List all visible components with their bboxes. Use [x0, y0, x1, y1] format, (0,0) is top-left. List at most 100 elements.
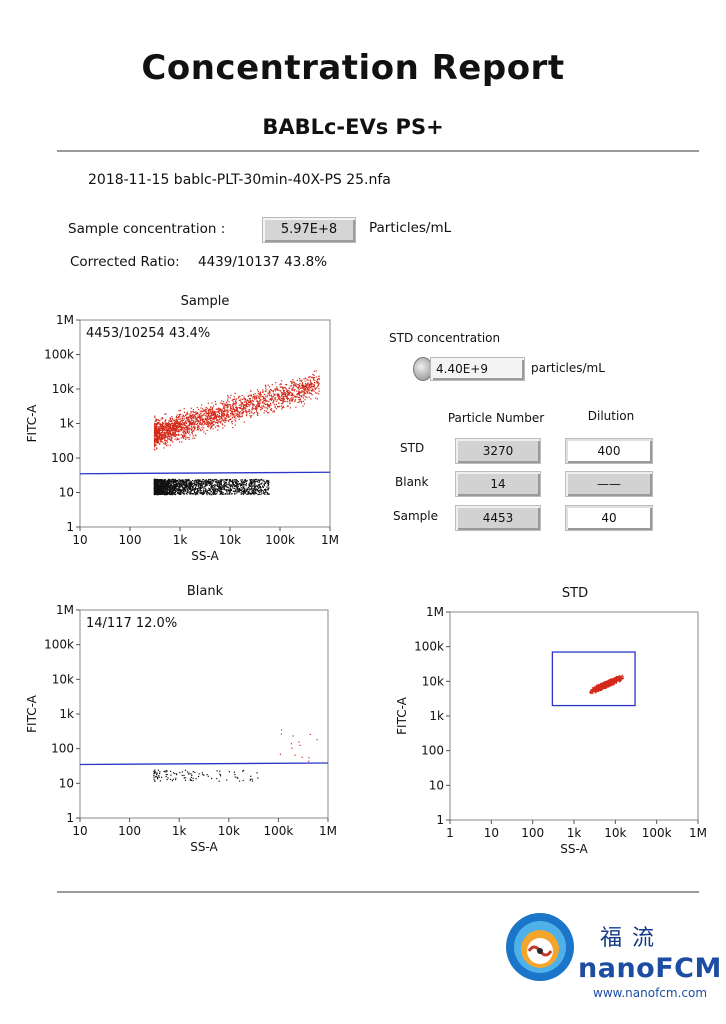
data-point — [264, 399, 266, 401]
data-point — [184, 427, 186, 429]
data-point — [243, 491, 246, 493]
data-point — [175, 416, 178, 418]
data-point — [300, 398, 302, 400]
data-point — [251, 780, 254, 782]
data-point — [266, 489, 268, 491]
data-point — [267, 489, 269, 491]
data-point — [174, 432, 176, 434]
data-point — [166, 770, 168, 772]
data-point — [236, 776, 238, 778]
data-point — [184, 779, 187, 781]
data-point — [174, 430, 176, 432]
data-point — [184, 486, 186, 489]
data-point — [195, 484, 197, 486]
data-point — [183, 416, 185, 418]
data-point — [309, 376, 311, 378]
data-point — [154, 492, 156, 494]
data-point — [159, 771, 161, 773]
data-point — [155, 419, 158, 421]
data-point — [194, 437, 196, 439]
data-point — [241, 403, 243, 405]
data-point — [262, 480, 264, 482]
data-point — [182, 423, 184, 425]
data-point — [162, 422, 164, 425]
data-point — [190, 481, 192, 483]
data-point — [161, 425, 164, 427]
data-point — [154, 432, 156, 434]
data-point — [191, 415, 193, 417]
data-point — [251, 399, 253, 401]
data-point — [182, 492, 184, 494]
data-point — [189, 493, 191, 495]
data-point — [212, 407, 214, 409]
data-point — [260, 489, 262, 491]
data-point — [249, 493, 251, 495]
data-point — [185, 422, 188, 425]
data-point — [299, 744, 301, 746]
data-point — [161, 484, 163, 486]
data-point — [194, 487, 196, 489]
data-point — [184, 420, 187, 422]
data-point — [265, 387, 267, 389]
data-point — [164, 493, 166, 495]
data-point — [197, 489, 200, 491]
data-point — [258, 403, 260, 405]
blank-scatter-plot: 10 100 1k 10k 100k 1M1101001k10k100k1MSS-AFIT… — [25, 603, 337, 854]
data-point — [205, 489, 207, 491]
data-point — [240, 490, 242, 492]
data-point — [191, 425, 193, 428]
data-point — [223, 480, 225, 482]
data-point — [251, 409, 253, 411]
data-point — [282, 405, 284, 407]
data-point — [222, 410, 224, 412]
data-point — [318, 393, 320, 395]
data-point — [251, 490, 253, 492]
data-point — [238, 491, 240, 493]
data-point — [163, 487, 165, 489]
data-point — [170, 770, 172, 772]
y-tick-label: 100k — [414, 640, 444, 654]
data-point — [294, 396, 296, 398]
data-point — [178, 410, 180, 412]
data-point — [174, 491, 176, 494]
data-point — [195, 413, 197, 415]
x-axis-label: SS-A — [191, 549, 219, 563]
data-point — [250, 488, 252, 490]
data-point — [164, 427, 166, 429]
data-point — [193, 427, 195, 429]
data-point — [258, 490, 260, 492]
data-point — [246, 493, 248, 495]
data-point — [165, 443, 167, 445]
data-point — [189, 427, 191, 430]
data-point — [274, 397, 276, 399]
data-point — [191, 429, 193, 431]
data-point — [220, 413, 223, 415]
data-point — [171, 416, 173, 418]
data-point — [155, 483, 157, 485]
data-point — [215, 403, 217, 405]
data-point — [199, 429, 201, 431]
data-point — [206, 419, 208, 421]
data-point — [191, 432, 193, 434]
data-point — [213, 488, 215, 491]
sample-concentration-unit: Particles/mL — [369, 220, 452, 236]
data-point — [161, 436, 164, 438]
data-point — [181, 441, 183, 443]
data-point — [239, 395, 241, 398]
data-point — [289, 399, 291, 401]
data-point — [269, 395, 271, 397]
data-point — [165, 435, 167, 437]
data-point — [285, 393, 287, 395]
data-point — [153, 430, 156, 432]
data-point — [240, 487, 242, 489]
data-point — [242, 770, 244, 772]
data-point — [225, 414, 227, 416]
data-point — [201, 485, 203, 487]
data-point — [293, 381, 295, 384]
data-point — [174, 434, 176, 437]
data-point — [162, 423, 164, 425]
data-point — [211, 421, 213, 423]
data-point — [226, 491, 228, 493]
data-point — [221, 409, 223, 411]
data-point — [269, 408, 271, 410]
